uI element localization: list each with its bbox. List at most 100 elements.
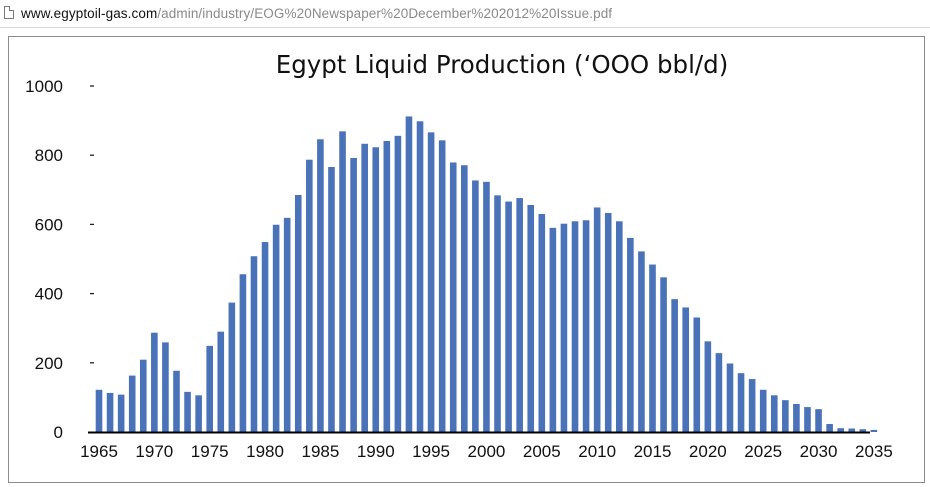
bar <box>859 429 867 432</box>
bar <box>582 220 590 432</box>
bar <box>394 135 402 432</box>
y-tick-label: 1000 <box>25 77 63 96</box>
bar <box>128 375 136 432</box>
bar <box>195 395 202 432</box>
y-tick-label: 0 <box>54 423 63 442</box>
bar <box>239 274 247 432</box>
bar <box>294 194 302 432</box>
bar <box>250 256 258 432</box>
bar <box>361 143 368 432</box>
x-tick-label: 2005 <box>523 442 561 461</box>
bar <box>737 373 745 432</box>
bar <box>449 162 457 432</box>
x-tick-label: 1985 <box>301 442 339 461</box>
bar <box>416 121 424 432</box>
y-tick-label: 200 <box>35 354 63 373</box>
y-tick-label: 400 <box>35 285 63 304</box>
bar <box>759 389 767 432</box>
url-path: /admin/industry/EOG%20Newspaper%20Decemb… <box>157 6 613 21</box>
bar <box>715 353 723 432</box>
x-tick-label: 1970 <box>135 442 173 461</box>
bar <box>306 159 313 432</box>
bar <box>328 166 335 432</box>
bar <box>815 409 822 432</box>
bar <box>604 212 612 432</box>
bar <box>438 140 446 432</box>
bar <box>693 317 701 432</box>
bar <box>549 227 557 432</box>
bar <box>516 198 523 432</box>
bar <box>671 299 678 432</box>
bar <box>704 341 712 432</box>
bar <box>848 428 856 432</box>
bar <box>162 342 169 432</box>
bar <box>217 331 225 432</box>
bar <box>117 394 125 432</box>
x-tick-label: 2000 <box>468 442 506 461</box>
x-tick-label: 1975 <box>191 442 229 461</box>
x-tick-label: 2025 <box>744 442 782 461</box>
bar <box>494 195 501 432</box>
bar <box>483 181 490 432</box>
bar <box>804 407 811 432</box>
y-axis: 0 200 400 600 800 1000 <box>25 77 94 442</box>
bar <box>527 205 535 432</box>
x-tick-label: 1965 <box>80 442 118 461</box>
bar <box>350 157 357 432</box>
bar <box>283 217 291 432</box>
bar <box>837 428 844 432</box>
bar <box>770 395 778 432</box>
bar <box>748 379 756 432</box>
bar <box>339 131 346 432</box>
x-tick-label: 2015 <box>634 442 672 461</box>
y-tick-label: 600 <box>35 215 63 234</box>
bar <box>793 403 800 432</box>
bar <box>538 214 546 432</box>
bar-series <box>95 116 878 433</box>
y-tick-label: 800 <box>35 146 63 165</box>
bar <box>151 332 158 432</box>
x-tick-label: 2035 <box>855 442 893 461</box>
x-axis: 1965 1970 1975 1980 1985 1990 1995 2000 2005 2010… <box>80 431 893 461</box>
bar <box>228 302 236 432</box>
bar <box>106 392 114 432</box>
bar <box>272 224 280 432</box>
chart-title: Egypt Liquid Production (‘OOO bbl/d) <box>276 50 729 79</box>
bar <box>461 165 468 433</box>
bar <box>173 370 180 432</box>
bar <box>726 363 734 432</box>
x-tick-label: 2030 <box>800 442 838 461</box>
bar <box>427 132 435 433</box>
bar <box>870 429 878 432</box>
bar <box>593 207 601 432</box>
bar <box>405 116 413 432</box>
bar <box>649 264 656 432</box>
x-tick-label: 1995 <box>412 442 450 461</box>
bar <box>627 237 634 432</box>
bar <box>571 221 579 432</box>
bar <box>317 139 324 432</box>
x-tick-label: 1990 <box>357 442 395 461</box>
url-text[interactable]: www.egyptoil-gas.com/admin/industry/EOG%… <box>21 6 612 21</box>
document-icon <box>4 6 14 19</box>
x-tick-label: 1980 <box>246 442 284 461</box>
x-tick-label: 2020 <box>689 442 727 461</box>
bar <box>826 424 833 432</box>
bar <box>660 277 667 432</box>
bar <box>472 180 479 432</box>
address-bar[interactable]: www.egyptoil-gas.com/admin/industry/EOG%… <box>0 0 930 28</box>
url-host: www.egyptoil-gas.com <box>21 6 158 21</box>
bar <box>560 223 568 432</box>
bar <box>206 345 213 432</box>
bar <box>383 141 391 432</box>
bar <box>139 359 147 432</box>
x-tick-label: 2010 <box>578 442 616 461</box>
bar <box>261 242 269 432</box>
bar <box>184 391 191 432</box>
bar <box>95 389 103 432</box>
bar <box>615 221 623 432</box>
bar <box>682 307 690 432</box>
bar <box>638 251 645 432</box>
bar <box>782 400 789 432</box>
